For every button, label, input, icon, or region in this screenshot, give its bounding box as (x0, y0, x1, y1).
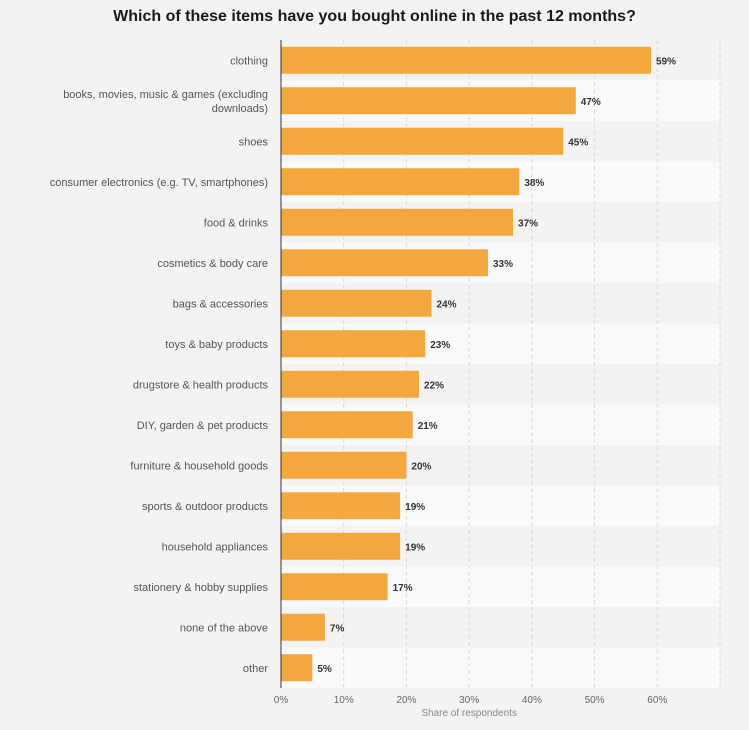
x-tick-label: 10% (334, 695, 354, 706)
x-tick-label: 0% (274, 695, 289, 706)
tick-labels: 0% 10% 20% 30% 40% 50% 60% (274, 695, 668, 706)
value-label: 20% (411, 461, 431, 472)
value-label: 7% (330, 623, 345, 634)
category-label: food & drinks (204, 217, 269, 229)
bar (281, 127, 564, 155)
bar (281, 330, 426, 358)
category-label: toys & baby products (165, 339, 268, 351)
value-label: 33% (493, 259, 513, 270)
bar (281, 451, 407, 479)
category-label: books, movies, music & games (excluding d… (63, 89, 268, 115)
value-label: 17% (393, 583, 413, 594)
value-label: 59% (656, 56, 676, 67)
bar (281, 370, 419, 398)
value-label: 24% (437, 299, 457, 310)
bar (281, 532, 401, 560)
category-label: furniture & household goods (130, 460, 268, 472)
category-label: shoes (239, 136, 269, 148)
value-label: 19% (405, 502, 425, 513)
bar (281, 411, 413, 439)
x-tick-label: 50% (585, 695, 605, 706)
bar (281, 46, 652, 74)
bar (281, 168, 520, 196)
bar (281, 573, 388, 601)
category-label: stationery & hobby supplies (133, 582, 268, 594)
category-label: cosmetics & body care (157, 258, 268, 270)
value-label: 45% (568, 137, 588, 148)
category-label: consumer electronics (e.g. TV, smartphon… (50, 177, 268, 189)
bar (281, 87, 576, 115)
chart-title: Which of these items have you bought onl… (113, 8, 636, 25)
x-tick-label: 30% (459, 695, 479, 706)
x-tick-label: 40% (522, 695, 542, 706)
category-label: other (243, 663, 268, 675)
category-label: none of the above (180, 622, 268, 634)
x-tick-label: 20% (396, 695, 416, 706)
value-label: 47% (581, 97, 601, 108)
category-label: household appliances (162, 541, 269, 553)
value-label: 37% (518, 218, 538, 229)
bar (281, 249, 488, 277)
x-axis-title: Share of respondents (421, 708, 517, 719)
category-label: sports & outdoor products (142, 501, 268, 513)
value-label: 23% (430, 340, 450, 351)
category-label: bags & accessories (173, 298, 269, 310)
value-label: 21% (418, 421, 438, 432)
x-tick-label: 60% (647, 695, 667, 706)
category-label: DIY, garden & pet products (137, 420, 269, 432)
bar (281, 654, 313, 682)
bar (281, 613, 325, 641)
bars (281, 46, 652, 682)
value-label: 22% (424, 380, 444, 391)
category-labels: clothing books, movies, music & games (ex… (50, 55, 269, 675)
bar (281, 208, 514, 236)
bar (281, 289, 432, 317)
row-band (281, 647, 720, 688)
value-label: 38% (524, 178, 544, 189)
value-label: 5% (317, 664, 332, 675)
category-label: drugstore & health products (133, 379, 269, 391)
value-labels: 59% 47% 45% 38% 37% 33% 24% 23% 22% 21% 20% 19% 19% 1… (317, 56, 676, 675)
bar (281, 492, 401, 520)
value-label: 19% (405, 542, 425, 553)
category-label: clothing (230, 55, 268, 67)
